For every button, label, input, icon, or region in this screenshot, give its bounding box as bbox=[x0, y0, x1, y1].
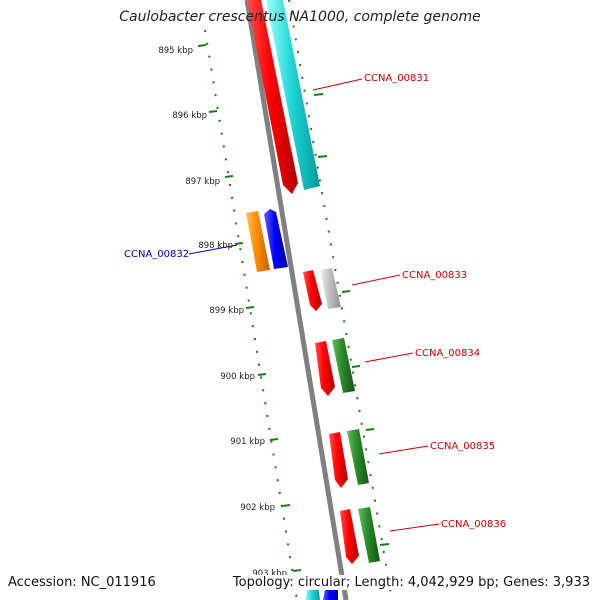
gene-ccna-00832-orange[interactable] bbox=[246, 211, 270, 272]
gene-label-ccna-00832[interactable]: CCNA_00832 bbox=[124, 249, 189, 260]
gene-ccna-00834-green[interactable] bbox=[332, 338, 355, 393]
gene-ccna-00833-gray[interactable] bbox=[320, 268, 341, 309]
gene-ccna-00834-red[interactable] bbox=[315, 341, 335, 396]
leader-ccna-00835 bbox=[378, 445, 429, 455]
gene-ccna-00835-red[interactable] bbox=[329, 432, 348, 488]
tick-marks bbox=[197, 44, 390, 572]
tick-label: 898 kbp bbox=[198, 241, 233, 251]
leader-ccna-00833 bbox=[351, 274, 401, 286]
tick-label: 896 kbp bbox=[172, 111, 207, 121]
gene-ccna-00831-red[interactable] bbox=[247, 0, 298, 194]
gene-ccna-00831-cyan[interactable] bbox=[266, 0, 320, 190]
leader-ccna-00836 bbox=[389, 523, 440, 532]
gene-ccna-00836-red[interactable] bbox=[340, 509, 359, 564]
tick-label: 897 kbp bbox=[185, 177, 220, 187]
accession-info: Accession: NC_011916 bbox=[8, 575, 156, 590]
tick-label: 902 kbp bbox=[240, 503, 275, 513]
gene-ccna-00836-green[interactable] bbox=[358, 507, 380, 563]
tick-label: 903 kbp bbox=[252, 569, 287, 579]
topology-info: Topology: circular; Length: 4,042,929 bp… bbox=[232, 575, 590, 590]
inner-dotted-track bbox=[204, 29, 298, 600]
genome-backbone bbox=[244, 0, 349, 600]
gene-ccna-00833-red[interactable] bbox=[303, 270, 322, 311]
gene-label-ccna-00836[interactable]: CCNA_00836 bbox=[441, 519, 506, 530]
tick-label: 901 kbp bbox=[230, 437, 265, 447]
outer-dotted-track bbox=[288, 0, 393, 600]
tick-label: 900 kbp bbox=[220, 372, 255, 382]
tick-label: 895 kbp bbox=[158, 46, 193, 56]
gene-label-ccna-00835[interactable]: CCNA_00835 bbox=[430, 441, 495, 452]
tick-label: 899 kbp bbox=[209, 306, 244, 316]
gene-label-ccna-00833[interactable]: CCNA_00833 bbox=[402, 270, 467, 281]
leader-ccna-00832 bbox=[188, 244, 238, 255]
gene-label-ccna-00831[interactable]: CCNA_00831 bbox=[364, 73, 429, 84]
leader-ccna-00831 bbox=[312, 78, 363, 91]
gene-label-ccna-00834[interactable]: CCNA_00834 bbox=[415, 348, 480, 359]
map-title: Caulobacter crescentus NA1000, complete … bbox=[119, 9, 481, 25]
gene-ccna-00835-green[interactable] bbox=[347, 429, 369, 485]
leader-ccna-00834 bbox=[364, 352, 414, 363]
gene-ccna-00832-blue[interactable] bbox=[264, 209, 288, 269]
